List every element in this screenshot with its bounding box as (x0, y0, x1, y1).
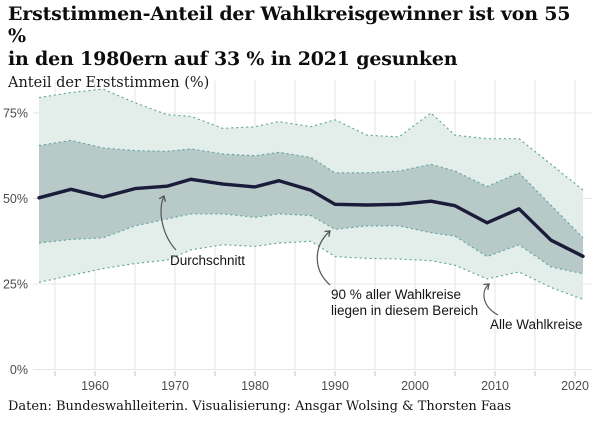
annotation-all-districts: Alle Wahlkreise (490, 317, 583, 332)
x-axis-label: 1990 (321, 379, 349, 393)
inner-band-edge (38, 213, 584, 275)
arrow-to-outer-band (484, 284, 499, 316)
arrow-to-average-line (161, 196, 177, 251)
x-axis-label: 2020 (561, 379, 589, 393)
inner-band-90-percent (39, 140, 583, 274)
annotation-average: Durchschnitt (170, 253, 246, 268)
chart-subtitle: Anteil der Erststimmen (%) (8, 75, 210, 92)
annotation-90-percent-band-line2: liegen in diesem Bereich (331, 303, 479, 319)
average-line (37, 177, 585, 258)
chart-title-line1: Erststimmen-Anteil der Wahlkreisgewinner… (8, 3, 571, 48)
x-axis-label: 1960 (81, 379, 109, 393)
inner-band-edge (38, 139, 584, 239)
chart-canvas: 1960 1970 1980 1990 2000 2010 2020 0% 25% 50% 75% (3, 80, 592, 393)
y-axis-label: 50% (3, 192, 28, 206)
annotation-90-percent-band-line1: 90 % aller Wahlkreise (331, 287, 462, 302)
outer-band-edge (38, 240, 584, 300)
chart-title: Erststimmen-Anteil der Wahlkreisgewinner… (8, 3, 592, 70)
x-axis-label: 2010 (481, 379, 509, 393)
x-axis-label: 1980 (241, 379, 269, 393)
annotation-90-percent-band: 90 % aller Wahlkreise liegen in diesem B… (331, 287, 478, 319)
outer-band-edge (38, 88, 584, 191)
chart-title-line2: in den 1980ern auf 33 % in 2021 gesunken (8, 47, 458, 70)
source-caption: Daten: Bundeswahlleiterin. Visualisierun… (8, 399, 512, 414)
chart-header: Erststimmen-Anteil der Wahlkreisgewinner… (8, 3, 592, 91)
arrow-to-inner-band (316, 231, 330, 286)
y-axis-label: 0% (10, 363, 28, 377)
chart-area: 1960 1970 1980 1990 2000 2010 2020 0% 25% 50% 75% … (0, 78, 600, 396)
y-axis-label: 25% (3, 278, 28, 292)
y-axis-label: 75% (3, 107, 28, 121)
x-axis-label: 1970 (161, 379, 189, 393)
x-axis-label: 2000 (401, 379, 429, 393)
